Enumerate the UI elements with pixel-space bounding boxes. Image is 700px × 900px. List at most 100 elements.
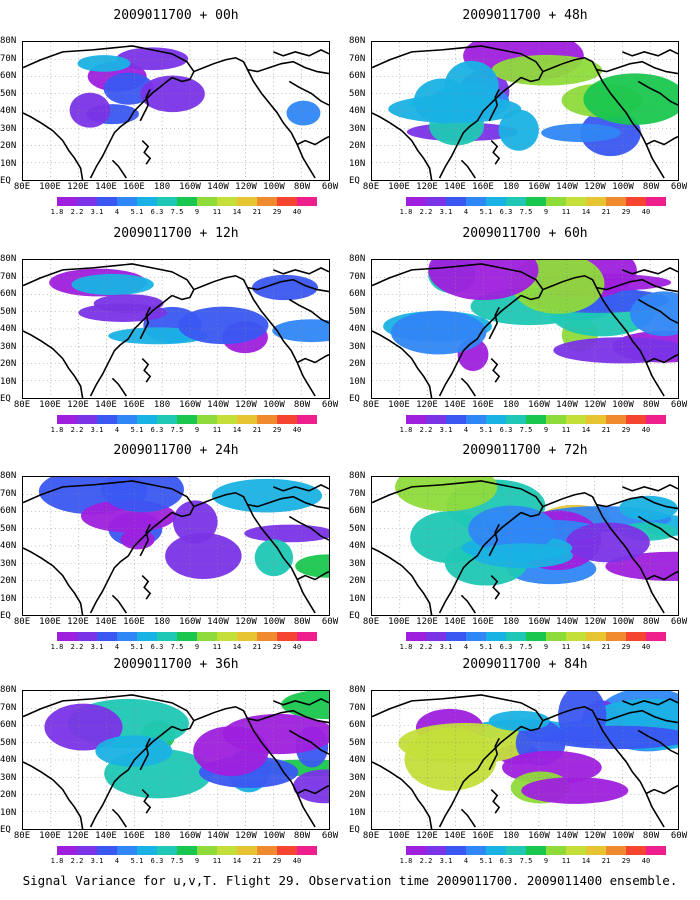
variance-shading <box>38 477 329 579</box>
colorbar-tick-label: 1.8 <box>399 857 413 865</box>
colorbar-tick-label: 40 <box>292 643 302 651</box>
colorbar-swatch <box>257 632 277 641</box>
longitude-label: 100E <box>388 182 410 192</box>
coastline <box>273 267 329 275</box>
longitude-label: 160W <box>179 617 201 627</box>
latitude-label: 60N <box>0 506 17 516</box>
colorbar-tick-label: 14 <box>581 857 591 865</box>
variance-shading <box>395 477 678 586</box>
map-panel <box>371 259 679 399</box>
longitude-label: 180 <box>153 182 171 192</box>
colorbar-tick-label: 40 <box>641 208 651 216</box>
colorbar-tick-label: 6.3 <box>499 643 513 651</box>
variance-contour-fill <box>558 691 607 747</box>
colorbar-swatch <box>117 197 137 206</box>
variance-contour-fill <box>69 92 111 128</box>
colorbar-swatch <box>466 197 486 206</box>
longitude-label: 160W <box>179 831 201 841</box>
coastline <box>488 523 500 557</box>
map-panel <box>371 690 679 830</box>
latitude-label: EQ <box>349 176 360 186</box>
colorbar-swatch <box>606 632 626 641</box>
longitude-label: 180 <box>153 400 171 410</box>
variance-shading <box>383 260 678 372</box>
colorbar <box>406 846 666 855</box>
colorbar-swatch <box>157 415 177 424</box>
colorbar-swatch <box>97 197 117 206</box>
latitude-label: 50N <box>349 523 366 534</box>
longitude-label: 180 <box>502 400 520 410</box>
latitude-label: 30N <box>349 558 366 569</box>
latitude-label: EQ <box>0 394 11 404</box>
latitude-label: 10N <box>349 593 366 604</box>
colorbar-tick-label: 2.2 <box>419 208 433 216</box>
coastline <box>490 358 501 383</box>
colorbar-swatch <box>646 846 666 855</box>
coastline <box>89 511 173 614</box>
latitude-label: 50N <box>0 523 17 534</box>
coastline <box>645 353 678 364</box>
longitude-label: 120E <box>67 182 89 192</box>
colorbar-swatch <box>137 197 157 206</box>
colorbar-swatch <box>257 846 277 855</box>
latitude-label: 50N <box>349 737 366 748</box>
colorbar-swatch <box>197 197 217 206</box>
colorbar-swatch <box>486 846 506 855</box>
latitude-label: 20N <box>0 576 17 586</box>
map-canvas <box>23 42 329 180</box>
coastline <box>193 56 316 179</box>
longitude-label: 140W <box>556 617 578 627</box>
colorbar-tick-label: 9 <box>194 857 200 865</box>
colorbar-swatch <box>446 846 466 855</box>
colorbar-swatch <box>77 197 97 206</box>
colorbar <box>406 197 666 206</box>
variance-contour-fill <box>541 123 621 143</box>
colorbar-tick-label: 21 <box>252 643 262 651</box>
colorbar-swatch <box>466 846 486 855</box>
colorbar-swatch <box>586 632 606 641</box>
latitude-label: EQ <box>349 611 360 621</box>
longitude-label: 100W <box>263 182 285 192</box>
colorbar-tick-label: 40 <box>292 426 302 434</box>
colorbar-tick-label: 11 <box>561 643 571 651</box>
colorbar <box>57 415 317 424</box>
latitude-label: 20N <box>349 359 366 369</box>
latitude-label: 40N <box>0 106 17 116</box>
colorbar-swatch <box>297 846 317 855</box>
coastline <box>488 306 500 340</box>
longitude-label: 160W <box>528 831 550 841</box>
panel-title: 2009011700 + 36h <box>113 657 239 672</box>
map-canvas <box>372 477 678 615</box>
colorbar-tick-label: 7.5 <box>519 208 533 216</box>
variance-contour-fill <box>193 726 269 777</box>
longitude-label: 120W <box>584 831 606 841</box>
longitude-label: 140E <box>95 400 117 410</box>
map-canvas <box>372 42 678 180</box>
latitude-label: 70N <box>0 271 17 282</box>
latitude-label: 50N <box>349 88 366 99</box>
colorbar-tick-label: 9 <box>194 426 200 434</box>
longitude-label: 120W <box>235 400 257 410</box>
coastline <box>542 491 665 614</box>
colorbar-swatch <box>426 632 446 641</box>
coastline <box>542 705 665 828</box>
coastline <box>438 294 522 397</box>
colorbar-tick-label: 7.5 <box>519 426 533 434</box>
variance-shading <box>398 691 678 804</box>
longitude-label: 100W <box>263 400 285 410</box>
variance-contour-fill <box>583 73 678 125</box>
colorbar-tick-label: 7.5 <box>170 643 184 651</box>
colorbar-swatch <box>297 632 317 641</box>
coastline <box>490 789 501 814</box>
longitude-label: 100E <box>388 617 410 627</box>
panel-title: 2009011700 + 48h <box>462 8 588 23</box>
colorbar-swatch <box>646 415 666 424</box>
colorbar-tick-label: 21 <box>601 643 611 651</box>
colorbar-swatch <box>117 632 137 641</box>
longitude-label: 160W <box>179 182 201 192</box>
colorbar-tick-label: 29 <box>621 208 631 216</box>
colorbar-tick-label: 14 <box>232 426 242 434</box>
colorbar-swatch <box>646 197 666 206</box>
longitude-label: 100W <box>263 617 285 627</box>
colorbar-swatch <box>626 415 646 424</box>
